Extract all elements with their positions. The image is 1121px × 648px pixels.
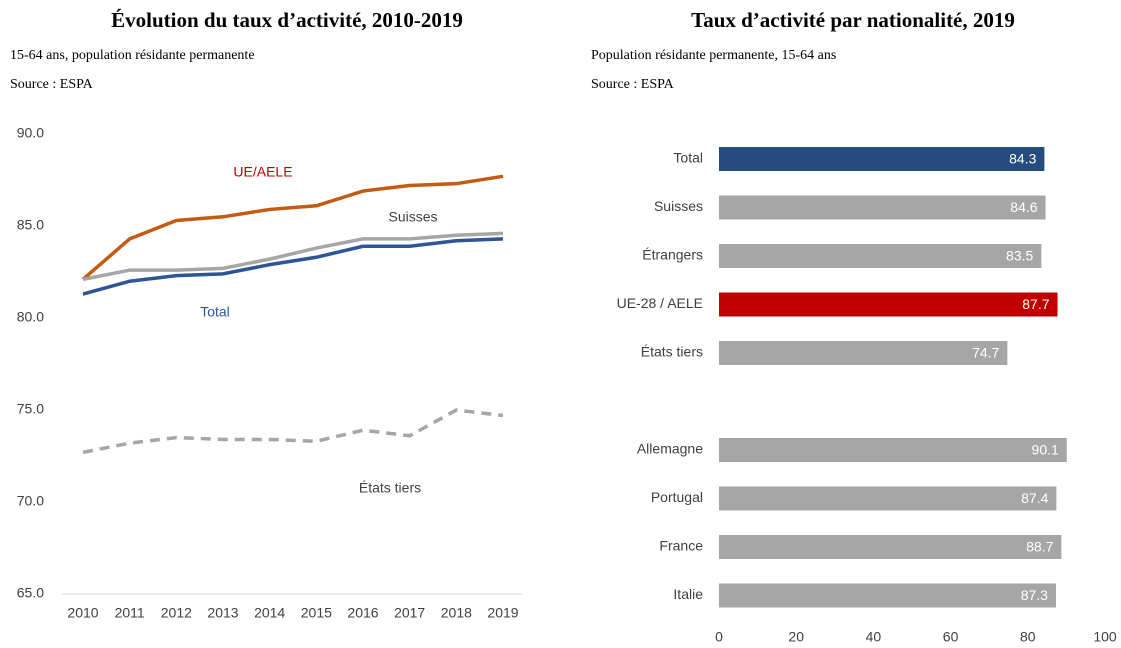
value-label: 74.7 [972, 345, 999, 361]
bar [719, 583, 1056, 608]
line-series [82, 231, 504, 282]
bar [719, 195, 1046, 220]
x-tick-label: 2018 [441, 605, 472, 621]
value-label: 87.7 [1022, 296, 1049, 312]
bar [719, 535, 1062, 559]
y-tick-label: Italie [673, 586, 703, 602]
y-tick-label: France [659, 538, 703, 554]
x-tick-label: 2019 [487, 605, 518, 621]
y-tick-label: États tiers [641, 344, 703, 360]
x-tick-label: 60 [943, 629, 959, 645]
x-tick-label: 2014 [254, 605, 285, 621]
y-tick-label: 75.0 [17, 401, 44, 417]
x-tick-label: 2012 [161, 605, 192, 621]
source: Source : ESPA [10, 77, 94, 92]
series-label: UE/AELE [233, 164, 292, 180]
series-label: Suisses [388, 209, 437, 225]
value-label: 84.3 [1009, 151, 1036, 167]
y-tick-label: Suisses [654, 198, 703, 214]
value-label: 87.3 [1021, 587, 1048, 603]
x-tick-label: 2013 [207, 605, 238, 621]
subtitle: Population résidante permanente, 15-64 a… [591, 48, 836, 63]
x-tick-label: 2011 [115, 605, 145, 621]
bar [719, 244, 1042, 268]
x-tick-label: 100 [1093, 629, 1117, 645]
x-tick-label: 2017 [394, 605, 425, 621]
subtitle: 15-64 ans, population résidante permanen… [10, 48, 255, 63]
x-tick-label: 2016 [347, 605, 378, 621]
bar [719, 341, 1008, 365]
y-tick-label: Total [673, 150, 703, 166]
bar [719, 292, 1058, 317]
bar [719, 486, 1057, 511]
series-label: États tiers [359, 480, 421, 496]
value-label: 90.1 [1032, 442, 1059, 458]
x-tick-label: 0 [715, 629, 723, 645]
x-tick-label: 40 [866, 629, 882, 645]
value-label: 88.7 [1026, 539, 1053, 555]
y-tick-label: 90.0 [17, 125, 44, 141]
y-tick-label: Étrangers [642, 247, 703, 263]
x-tick-label: 2015 [301, 605, 332, 621]
y-tick-label: 65.0 [17, 585, 44, 601]
value-label: 83.5 [1006, 248, 1033, 264]
line-series [82, 408, 504, 455]
y-tick-label: 70.0 [17, 493, 44, 509]
y-tick-label: UE-28 / AELE [617, 295, 703, 311]
value-label: 87.4 [1021, 490, 1048, 506]
chart-title: Évolution du taux d’activité, 2010-2019 [111, 8, 463, 32]
bar [719, 438, 1067, 462]
source: Source : ESPA [591, 77, 675, 92]
x-tick-label: 2010 [67, 605, 98, 621]
y-tick-label: Allemagne [637, 441, 703, 457]
y-tick-label: 80.0 [17, 309, 44, 325]
chart-title: Taux d’activité par nationalité, 2019 [691, 8, 1015, 32]
value-label: 84.6 [1010, 199, 1037, 215]
line-series [82, 237, 504, 296]
line-series [81, 174, 504, 281]
x-tick-label: 80 [1020, 629, 1036, 645]
series-label: Total [200, 304, 230, 320]
x-tick-label: 20 [788, 629, 804, 645]
bar [719, 147, 1045, 171]
y-tick-label: Portugal [651, 489, 703, 505]
y-tick-label: 85.0 [17, 217, 44, 233]
